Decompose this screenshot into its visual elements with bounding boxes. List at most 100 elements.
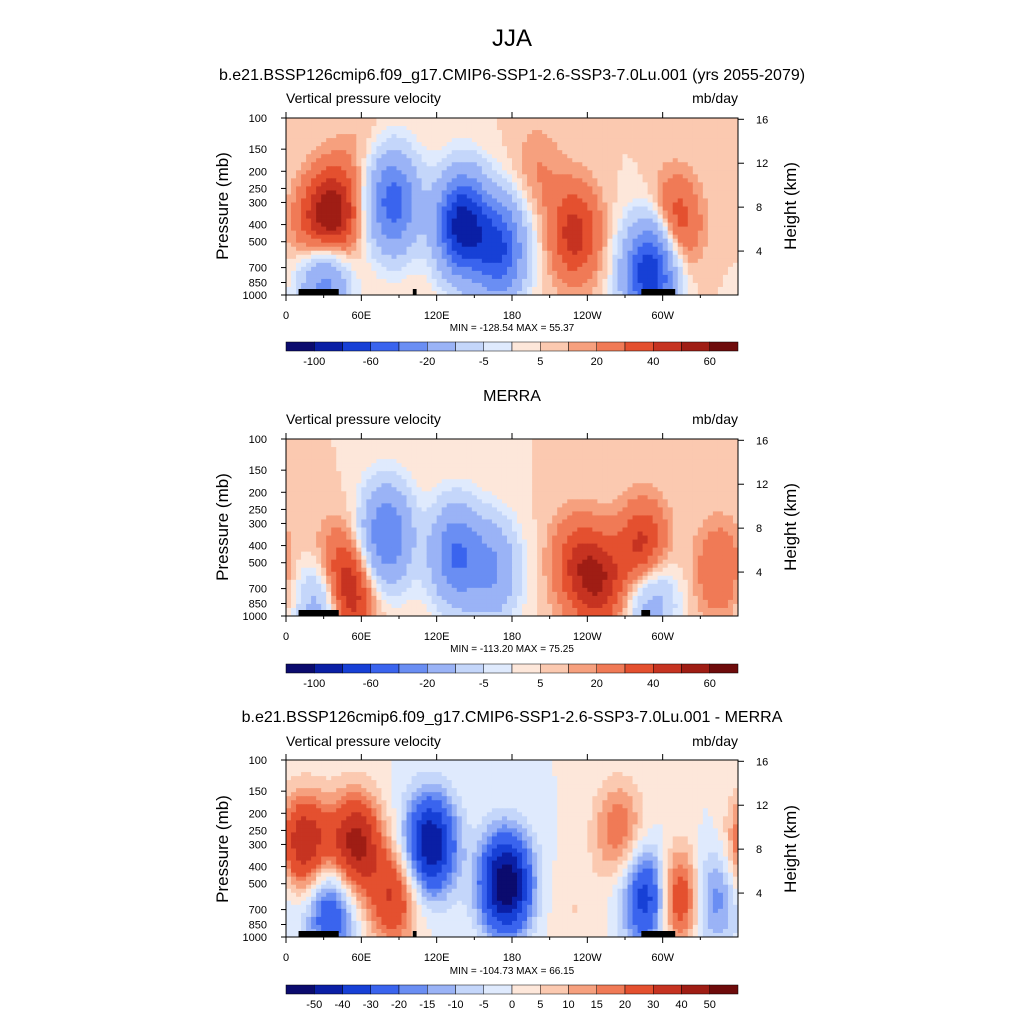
heatmap-cell — [436, 178, 443, 183]
heatmap-cell — [461, 190, 468, 195]
heatmap-cell — [522, 154, 528, 159]
heatmap-cell — [426, 170, 433, 175]
heatmap-cell — [547, 142, 553, 147]
heatmap-cell — [416, 286, 422, 292]
heatmap-cell — [637, 286, 643, 292]
heatmap-cell — [416, 230, 422, 236]
heatmap-cell — [647, 214, 654, 219]
heatmap-cell — [707, 290, 714, 295]
heatmap-cell — [602, 282, 608, 288]
heatmap-cell — [652, 178, 659, 183]
heatmap-cell — [632, 463, 638, 468]
heatmap-cell — [707, 242, 714, 248]
heatmap-cell — [466, 238, 473, 244]
heatmap-cell — [577, 210, 583, 215]
heatmap-cell — [296, 126, 302, 131]
heatmap-cell — [542, 270, 548, 276]
heatmap-cell — [662, 266, 669, 272]
heatmap-cell — [481, 174, 488, 179]
heatmap-cell — [486, 475, 493, 480]
heatmap-cell — [632, 258, 638, 264]
heatmap-cell — [461, 238, 468, 244]
heatmap-cell — [501, 258, 508, 264]
heatmap-cell — [496, 118, 503, 123]
heatmap-cell — [632, 126, 638, 131]
heatmap-cell — [501, 162, 508, 167]
heatmap-cell — [311, 443, 317, 448]
heatmap-cell — [476, 278, 483, 284]
heatmap-cell — [416, 206, 422, 211]
heatmap-cell — [461, 178, 468, 183]
heatmap-cell — [622, 439, 628, 444]
heatmap-cell — [637, 282, 643, 288]
heatmap-cell — [657, 262, 664, 268]
heatmap-cell — [547, 242, 553, 248]
height-tick-label: 12 — [756, 158, 768, 170]
heatmap-cell — [692, 455, 699, 460]
heatmap-cell — [692, 130, 699, 135]
heatmap-cell — [446, 174, 453, 179]
heatmap-cell — [607, 210, 613, 215]
heatmap-cell — [662, 282, 669, 288]
heatmap-cell — [366, 274, 372, 280]
heatmap-cell — [506, 439, 513, 444]
heatmap-cell — [371, 134, 377, 139]
heatmap-cell — [692, 138, 699, 143]
heatmap-cell — [371, 118, 377, 123]
heatmap-cell — [682, 290, 689, 295]
heatmap-cell — [501, 254, 508, 260]
heatmap-cell — [622, 190, 628, 195]
heatmap-cell — [662, 150, 669, 155]
heatmap-cell — [486, 202, 493, 207]
heatmap-cell — [426, 451, 433, 456]
heatmap-cell — [356, 230, 362, 236]
heatmap-cell — [311, 447, 317, 452]
heatmap-cell — [647, 282, 654, 288]
heatmap-cell — [481, 158, 488, 163]
heatmap-cell — [682, 238, 689, 244]
heatmap-cell — [657, 459, 664, 464]
heatmap-cell — [371, 194, 377, 199]
heatmap-cell — [717, 166, 724, 171]
heatmap-cell — [712, 467, 719, 472]
heatmap-cell — [677, 262, 684, 268]
heatmap-cell — [677, 290, 684, 295]
heatmap-cell — [522, 214, 528, 219]
heatmap-cell — [637, 274, 643, 280]
heatmap-cell — [346, 214, 352, 219]
heatmap-cell — [632, 226, 638, 232]
heatmap-cell — [391, 130, 397, 135]
heatmap-cell — [627, 455, 633, 460]
heatmap-cell — [677, 198, 684, 203]
heatmap-cell — [662, 218, 669, 223]
heatmap-cell — [672, 170, 679, 175]
heatmap-cell — [446, 194, 453, 199]
heatmap-cell — [577, 218, 583, 223]
heatmap-cell — [552, 182, 558, 187]
heatmap-cell — [712, 214, 719, 219]
heatmap-cell — [401, 471, 407, 476]
heatmap-cell — [582, 154, 588, 159]
heatmap-cell — [456, 262, 463, 268]
heatmap-cell — [496, 162, 503, 167]
heatmap-cell — [351, 254, 357, 260]
heatmap-cell — [491, 254, 498, 260]
heatmap-cell — [296, 447, 302, 452]
heatmap-cell — [331, 142, 337, 147]
heatmap-cell — [421, 278, 428, 284]
heatmap-cell — [326, 122, 332, 127]
heatmap-cell — [687, 150, 694, 155]
heatmap-cell — [371, 178, 377, 183]
heatmap-cell — [637, 439, 643, 444]
heatmap-cell — [647, 178, 654, 183]
heatmap-cell — [356, 439, 362, 444]
heatmap-cell — [436, 258, 443, 264]
heatmap-cell — [481, 190, 488, 195]
heatmap-cell — [552, 246, 558, 252]
heatmap-cell — [612, 174, 618, 179]
heatmap-cell — [431, 475, 438, 480]
heatmap-cell — [481, 166, 488, 171]
heatmap-cell — [451, 451, 458, 456]
heatmap-cell — [391, 266, 397, 272]
heatmap-cell — [491, 158, 498, 163]
